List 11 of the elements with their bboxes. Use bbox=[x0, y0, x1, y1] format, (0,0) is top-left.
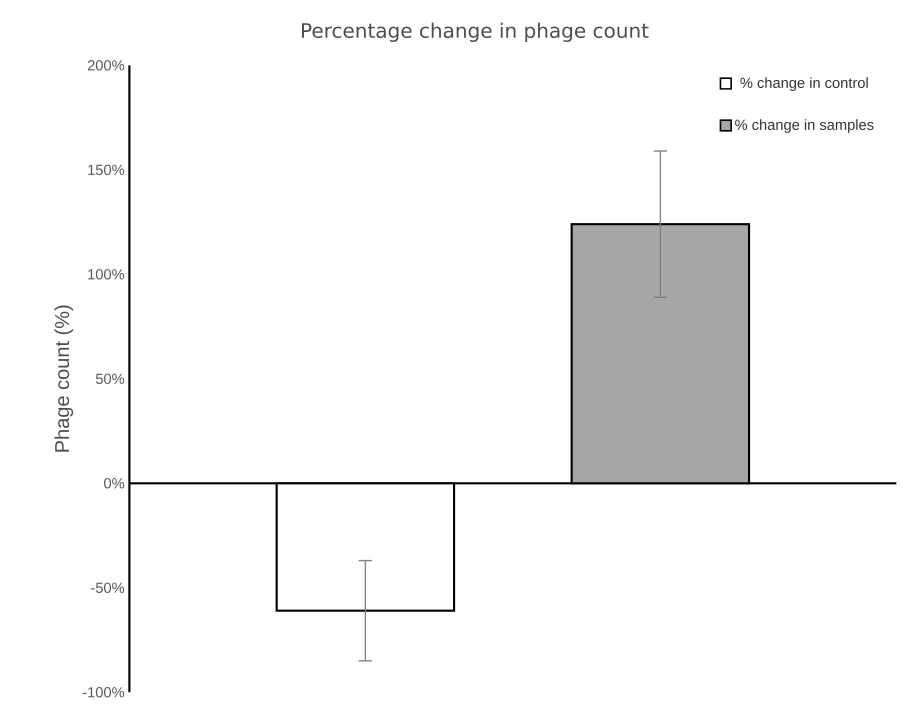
y-tick-label: 200% bbox=[88, 60, 124, 71]
y-tick-label: 100% bbox=[88, 269, 124, 280]
y-tick-label: 50% bbox=[96, 374, 124, 384]
legend-label: % change in samples bbox=[735, 119, 874, 134]
y-axis-title: Phage count (%) bbox=[54, 306, 74, 452]
y-tick-label: 0% bbox=[104, 478, 124, 489]
y-tick-label: 150% bbox=[88, 164, 124, 176]
y-tick-label: -50% bbox=[91, 582, 124, 594]
chart-title: Percentage change in phage count bbox=[302, 22, 649, 42]
legend-label: % change in control bbox=[740, 77, 868, 92]
y-tick-label: -100% bbox=[82, 687, 124, 698]
